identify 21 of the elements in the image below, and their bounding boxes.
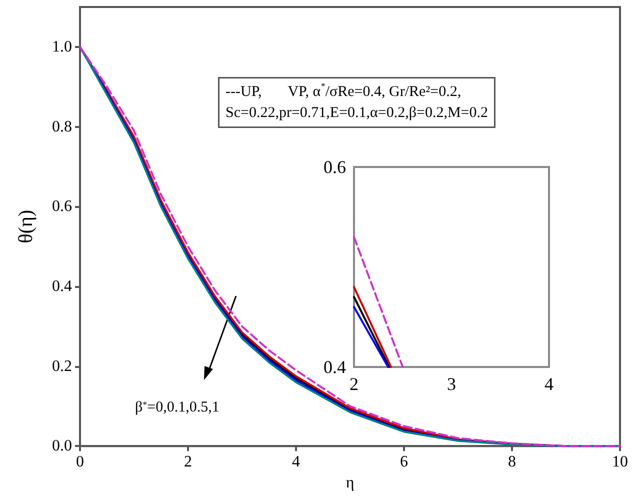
- x-tick-label: 6: [400, 454, 408, 471]
- x-axis-title: η: [346, 474, 354, 492]
- y-tick-label: 0.4: [324, 357, 346, 377]
- y-tick-label: 0.8: [52, 118, 72, 136]
- x-tick-label: 8: [508, 454, 516, 471]
- y-tick-label: 0.2: [52, 358, 72, 375]
- x-tick-label: 0: [76, 454, 84, 471]
- annotation: β*=0,0.1,0.5,1: [135, 400, 220, 416]
- y-tick-label: 0.0: [52, 438, 72, 455]
- annotation: ---UP, VP, α*/σRe=0.4, Gr/Re²=0.2, Sc=0.22,pr=0.71,E=0.1,α=0.2,β=0.2,M=0.2: [226, 81, 488, 121]
- x-tick-label: 3: [447, 374, 456, 394]
- y-axis-title: θ(η): [15, 210, 37, 244]
- y-tick-label: 0.4: [52, 278, 72, 295]
- x-tick-label: 10: [612, 454, 628, 471]
- y-tick-label: 1.0: [52, 38, 72, 56]
- y-tick-label: 0.6: [324, 157, 346, 177]
- y-tick-label: 0.6: [52, 198, 72, 216]
- x-tick-label: 4: [544, 374, 554, 394]
- x-tick-label: 4: [292, 454, 300, 471]
- x-tick-label: 2: [184, 454, 192, 471]
- x-tick-label: 2: [350, 374, 358, 394]
